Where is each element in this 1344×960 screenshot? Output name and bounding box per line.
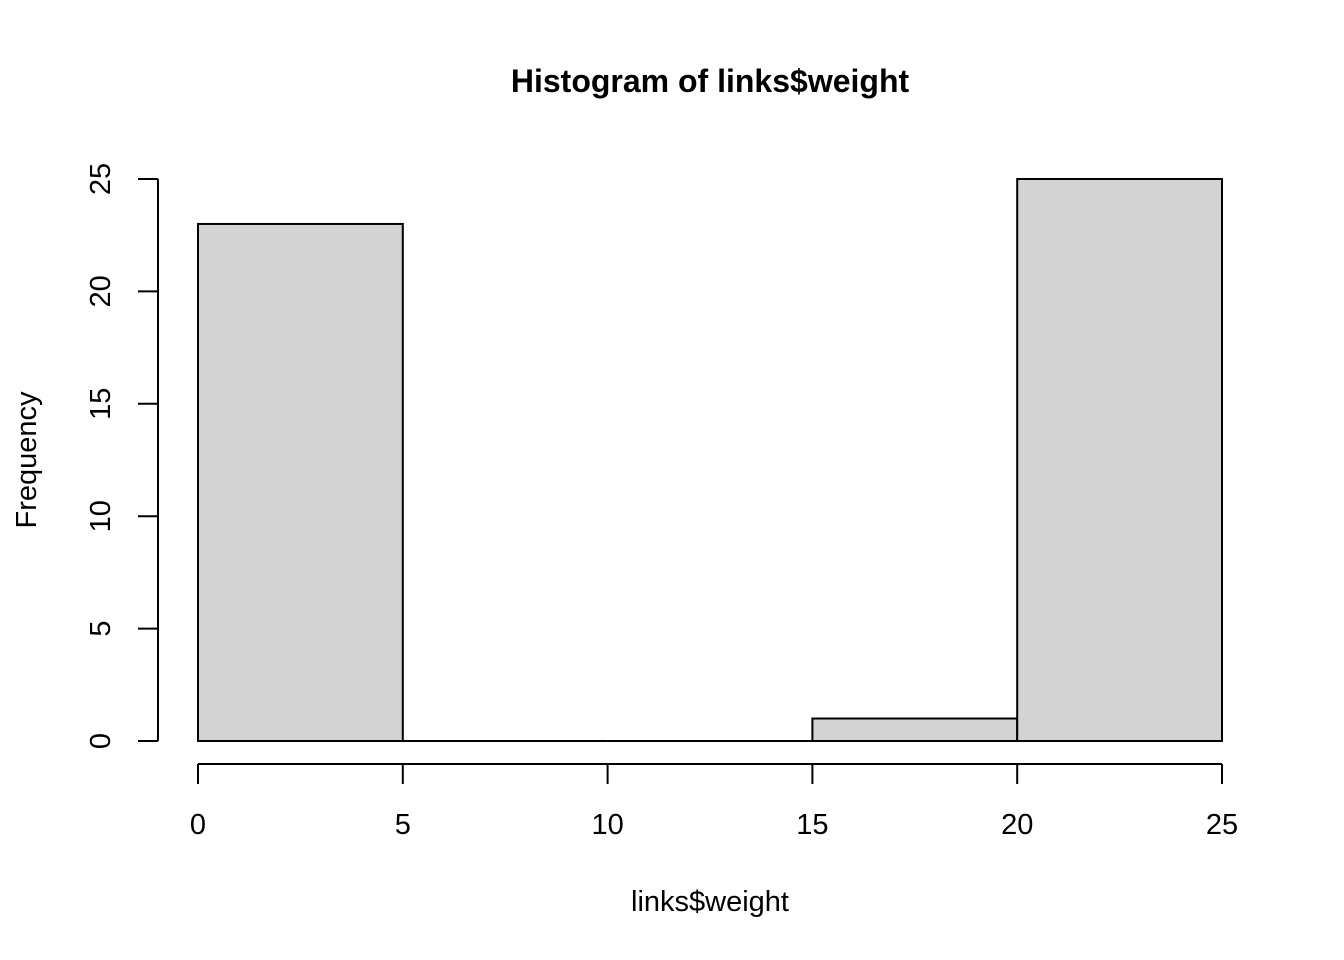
histogram-bar <box>197 222 404 742</box>
histogram-bar <box>1016 178 1224 742</box>
x-tick-label: 10 <box>591 809 623 841</box>
x-tick-label: 0 <box>190 809 206 841</box>
x-tick-label: 15 <box>796 809 828 841</box>
chart-title: Histogram of links$weight <box>511 63 910 99</box>
y-axis-label: Frequency <box>11 391 43 529</box>
y-tick-label: 20 <box>85 275 117 307</box>
x-axis-label: links$weight <box>631 886 789 918</box>
x-tick-label: 5 <box>395 809 411 841</box>
x-axis: 0 5 10 15 20 25 <box>190 763 1238 841</box>
histogram-bar <box>811 717 1019 743</box>
y-tick-label: 0 <box>85 733 117 749</box>
bars-group <box>197 178 1224 743</box>
y-tick-label: 25 <box>85 163 117 195</box>
x-tick-label: 25 <box>1206 809 1238 841</box>
x-tick-label: 20 <box>1001 809 1033 841</box>
y-tick-label: 10 <box>85 500 117 532</box>
y-tick-label: 15 <box>85 388 117 420</box>
y-axis: 0 5 10 15 20 25 <box>85 163 159 749</box>
y-tick-label: 5 <box>85 621 117 637</box>
